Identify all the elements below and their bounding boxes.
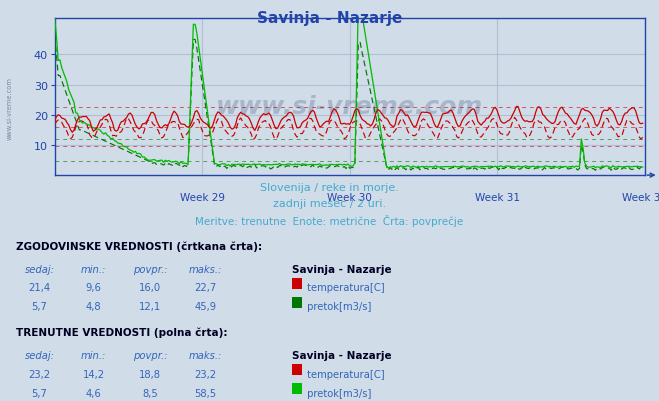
Text: TRENUTNE VREDNOSTI (polna črta):: TRENUTNE VREDNOSTI (polna črta): xyxy=(16,327,228,337)
Text: 22,7: 22,7 xyxy=(194,283,217,293)
Text: Slovenija / reke in morje.: Slovenija / reke in morje. xyxy=(260,182,399,192)
Text: 5,7: 5,7 xyxy=(32,302,47,312)
Text: Week 32: Week 32 xyxy=(622,192,659,202)
Text: Savinja - Nazarje: Savinja - Nazarje xyxy=(292,264,391,274)
Text: maks.:: maks.: xyxy=(189,350,222,360)
Text: 58,5: 58,5 xyxy=(194,388,217,398)
Text: 21,4: 21,4 xyxy=(28,283,51,293)
Text: ZGODOVINSKE VREDNOSTI (črtkana črta):: ZGODOVINSKE VREDNOSTI (črtkana črta): xyxy=(16,241,262,251)
Text: Week 31: Week 31 xyxy=(474,192,519,202)
Text: zadnji mesec / 2 uri.: zadnji mesec / 2 uri. xyxy=(273,198,386,209)
Text: 5,7: 5,7 xyxy=(32,388,47,398)
Text: 16,0: 16,0 xyxy=(139,283,161,293)
Text: sedaj:: sedaj: xyxy=(24,350,55,360)
Text: 4,6: 4,6 xyxy=(86,388,101,398)
Text: temperatura[C]: temperatura[C] xyxy=(304,283,385,293)
Text: www.si-vreme.com: www.si-vreme.com xyxy=(216,95,483,119)
Text: 12,1: 12,1 xyxy=(139,302,161,312)
Text: 23,2: 23,2 xyxy=(28,369,51,379)
Text: Savinja - Nazarje: Savinja - Nazarje xyxy=(257,11,402,26)
Text: pretok[m3/s]: pretok[m3/s] xyxy=(304,302,372,312)
Text: Savinja - Nazarje: Savinja - Nazarje xyxy=(292,350,391,360)
Text: 23,2: 23,2 xyxy=(194,369,217,379)
Text: temperatura[C]: temperatura[C] xyxy=(304,369,385,379)
Text: 18,8: 18,8 xyxy=(139,369,161,379)
Text: 14,2: 14,2 xyxy=(82,369,105,379)
Text: 8,5: 8,5 xyxy=(142,388,158,398)
Text: min.:: min.: xyxy=(81,350,106,360)
Text: min.:: min.: xyxy=(81,264,106,274)
Text: sedaj:: sedaj: xyxy=(24,264,55,274)
Text: povpr.:: povpr.: xyxy=(133,264,167,274)
Text: Week 30: Week 30 xyxy=(327,192,372,202)
Text: povpr.:: povpr.: xyxy=(133,350,167,360)
Text: www.si-vreme.com: www.si-vreme.com xyxy=(6,77,13,140)
Text: 45,9: 45,9 xyxy=(194,302,217,312)
Text: maks.:: maks.: xyxy=(189,264,222,274)
Text: Week 29: Week 29 xyxy=(180,192,225,202)
Text: Meritve: trenutne  Enote: metrične  Črta: povprečje: Meritve: trenutne Enote: metrične Črta: … xyxy=(195,215,464,227)
Text: 4,8: 4,8 xyxy=(86,302,101,312)
Text: 9,6: 9,6 xyxy=(86,283,101,293)
Text: pretok[m3/s]: pretok[m3/s] xyxy=(304,388,372,398)
